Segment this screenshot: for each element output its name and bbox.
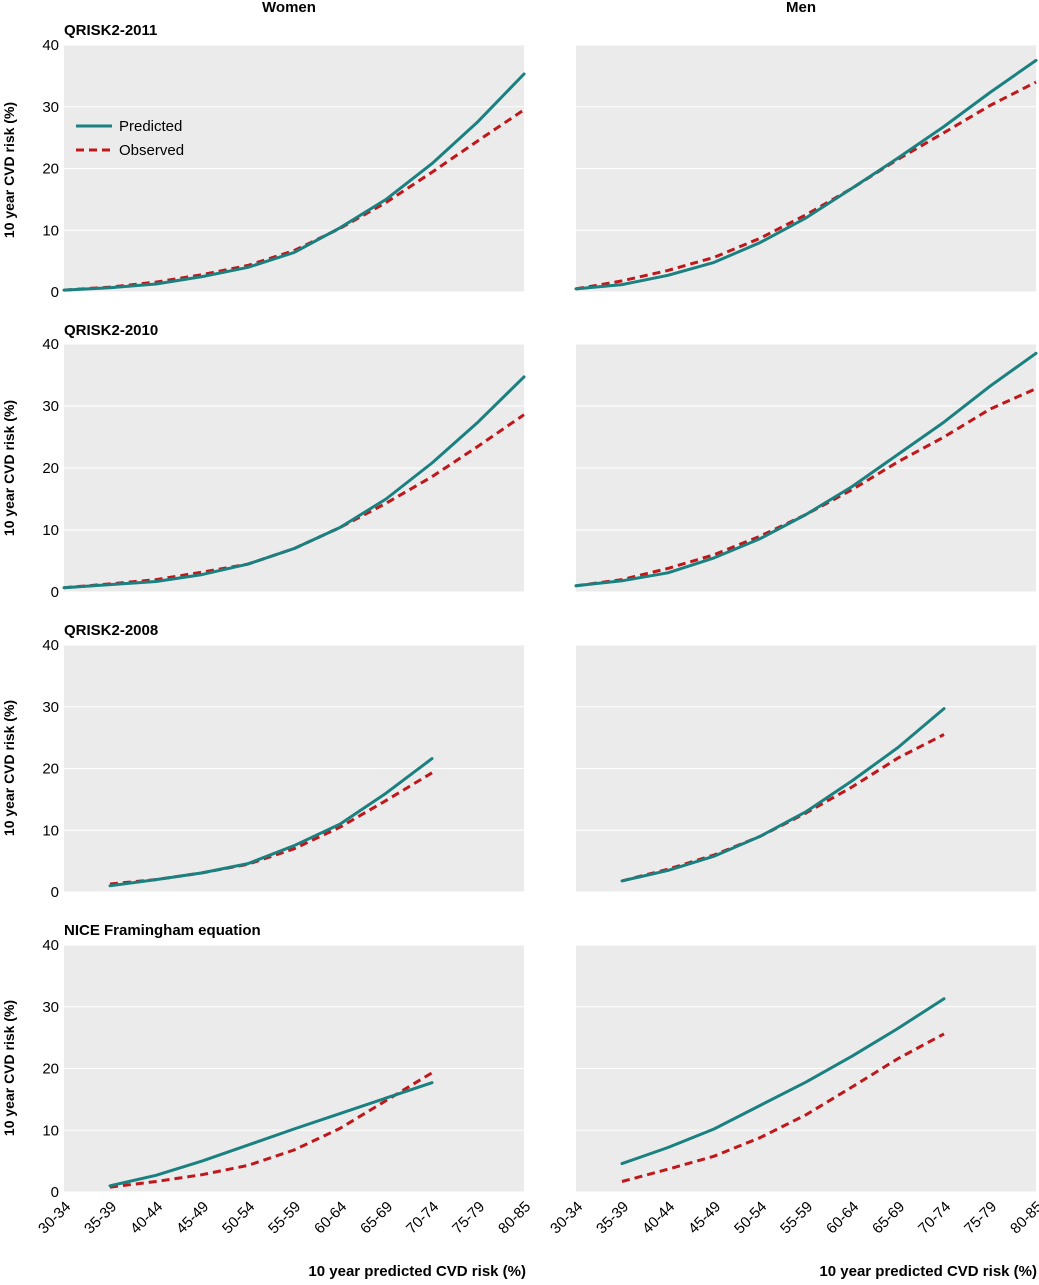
observed-line-men-4 [621, 1032, 945, 1183]
x-tick-label: 30-34 [547, 1198, 586, 1237]
y-tick-label: 10 [42, 522, 59, 539]
x-tick-label: 70-74 [403, 1198, 442, 1237]
row-title-qrisk2-2008: QRISK2-2008 [64, 622, 158, 639]
panel-men-2 [574, 343, 1038, 593]
predicted-line-women-2 [62, 375, 526, 590]
column-title-women: Women [262, 0, 316, 16]
y-axis-label-row-4: 10 year CVD risk (%) [1, 1000, 17, 1136]
panel-men-1 [574, 44, 1038, 293]
observed-line-women-1 [63, 108, 525, 292]
row-title-qrisk2-2010: QRISK2-2010 [64, 322, 158, 339]
y-tick-label: 40 [42, 637, 59, 654]
y-tick-label: 30 [42, 398, 59, 415]
panel-women-1: 0 10 20 30 40 [42, 37, 526, 301]
row-title-nice-framingham: NICE Framingham equation [64, 922, 261, 939]
predicted-line-men-3 [620, 707, 946, 883]
x-tick-label: 75-79 [449, 1198, 488, 1237]
predicted-line-men-4 [620, 997, 946, 1166]
x-tick-label: 75-79 [961, 1198, 1000, 1237]
y-tick-label: 20 [42, 460, 59, 477]
x-tick-label: 35-39 [81, 1198, 120, 1237]
panels-layer: 0 10 20 30 40 0 10 20 30 40 0 10 20 30 40 0 10 20 30 40 30-3… [35, 37, 1039, 1237]
legend-predicted-label: Predicted [119, 118, 182, 135]
x-tick-label: 60-64 [823, 1198, 862, 1237]
x-tick-label: 60-64 [311, 1198, 350, 1237]
x-tick-label: 40-44 [127, 1198, 166, 1237]
observed-line-men-1 [575, 80, 1037, 291]
y-tick-label: 40 [42, 937, 59, 954]
x-axis-label-women: 10 year predicted CVD risk (%) [308, 1263, 526, 1280]
x-tick-label: 35-39 [593, 1198, 632, 1237]
panel-women-2: 0 10 20 30 40 [42, 336, 526, 601]
y-tick-label: 10 [42, 822, 59, 839]
panel-men-3 [576, 644, 1036, 893]
x-tick-label: 40-44 [639, 1198, 678, 1237]
y-tick-label: 20 [42, 761, 59, 778]
x-tick-label: 80-85 [1007, 1198, 1039, 1237]
y-tick-label: 0 [51, 284, 59, 301]
y-tick-label: 10 [42, 222, 59, 239]
x-tick-label: 65-69 [869, 1198, 908, 1237]
column-title-men: Men [786, 0, 816, 16]
x-tick-label: 30-34 [35, 1198, 74, 1237]
legend: Predicted Observed [76, 118, 184, 159]
y-tick-label: 30 [42, 999, 59, 1016]
x-tick-label: 50-54 [219, 1198, 258, 1237]
observed-line-men-2 [575, 387, 1037, 588]
observed-line-women-4 [109, 1071, 433, 1189]
y-tick-label: 0 [51, 884, 59, 901]
predicted-line-women-4 [108, 1081, 434, 1188]
panel-women-3: 0 10 20 30 40 [42, 637, 524, 901]
y-tick-label: 20 [42, 1061, 59, 1078]
legend-observed-label: Observed [119, 142, 184, 159]
row-title-qrisk2-2011: QRISK2-2011 [64, 22, 157, 39]
x-tick-label: 55-59 [265, 1198, 304, 1237]
y-tick-label: 0 [51, 1184, 59, 1201]
y-axis-label-row-3: 10 year CVD risk (%) [1, 700, 17, 836]
y-tick-label: 30 [42, 99, 59, 116]
predicted-line-women-1 [62, 72, 526, 292]
y-tick-label: 10 [42, 1122, 59, 1139]
y-tick-label: 30 [42, 699, 59, 716]
x-tick-label: 80-85 [495, 1198, 534, 1237]
x-tick-label: 45-49 [173, 1198, 212, 1237]
predicted-line-women-3 [108, 757, 434, 888]
y-tick-label: 0 [51, 584, 59, 601]
x-tick-label: 65-69 [357, 1198, 396, 1237]
y-axis-label-row-2: 10 year CVD risk (%) [1, 400, 17, 536]
panel-men-4: 30-34 35-39 40-44 45-49 50-54 55-59 60-64 65-69… [547, 944, 1039, 1237]
y-tick-label: 40 [42, 336, 59, 353]
x-tick-label: 50-54 [731, 1198, 770, 1237]
predicted-line-men-1 [574, 58, 1038, 291]
x-tick-label: 70-74 [915, 1198, 954, 1237]
x-axis-label-men: 10 year predicted CVD risk (%) [819, 1263, 1037, 1280]
x-tick-label: 55-59 [777, 1198, 816, 1237]
y-tick-label: 20 [42, 161, 59, 178]
y-axis-label-row-1: 10 year CVD risk (%) [1, 102, 17, 238]
predicted-line-men-2 [574, 351, 1038, 588]
x-tick-label: 45-49 [685, 1198, 724, 1237]
y-tick-label: 40 [42, 37, 59, 54]
